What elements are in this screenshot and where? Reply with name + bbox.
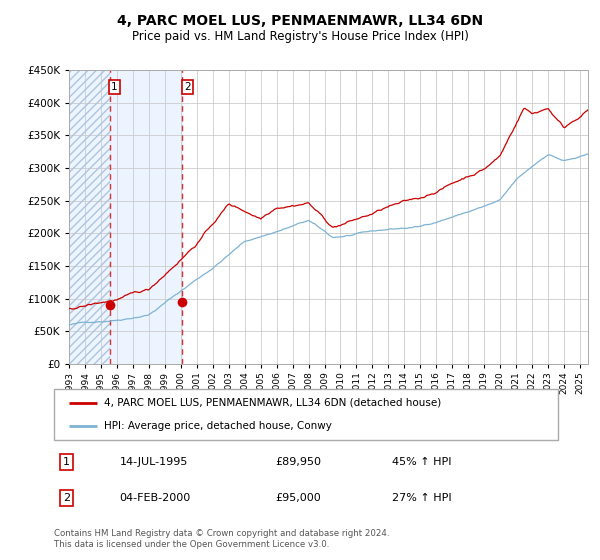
Text: £89,950: £89,950 — [276, 457, 322, 467]
Text: 14-JUL-1995: 14-JUL-1995 — [119, 457, 188, 467]
Text: 45% ↑ HPI: 45% ↑ HPI — [392, 457, 451, 467]
Bar — [69, 70, 110, 364]
Text: 27% ↑ HPI: 27% ↑ HPI — [392, 493, 451, 503]
Text: 4, PARC MOEL LUS, PENMAENMAWR, LL34 6DN: 4, PARC MOEL LUS, PENMAENMAWR, LL34 6DN — [117, 14, 483, 28]
Text: 1: 1 — [111, 82, 118, 92]
FancyBboxPatch shape — [54, 389, 558, 440]
Text: 04-FEB-2000: 04-FEB-2000 — [119, 493, 191, 503]
Text: 1: 1 — [63, 457, 70, 467]
Text: £95,000: £95,000 — [276, 493, 322, 503]
Text: 4, PARC MOEL LUS, PENMAENMAWR, LL34 6DN (detached house): 4, PARC MOEL LUS, PENMAENMAWR, LL34 6DN … — [104, 398, 442, 408]
Bar — [69, 70, 110, 364]
Text: 2: 2 — [63, 493, 70, 503]
Bar — [110, 70, 182, 364]
Text: Contains HM Land Registry data © Crown copyright and database right 2024.
This d: Contains HM Land Registry data © Crown c… — [54, 529, 389, 549]
Text: 2: 2 — [184, 82, 190, 92]
Text: HPI: Average price, detached house, Conwy: HPI: Average price, detached house, Conw… — [104, 421, 332, 431]
Text: Price paid vs. HM Land Registry's House Price Index (HPI): Price paid vs. HM Land Registry's House … — [131, 30, 469, 43]
